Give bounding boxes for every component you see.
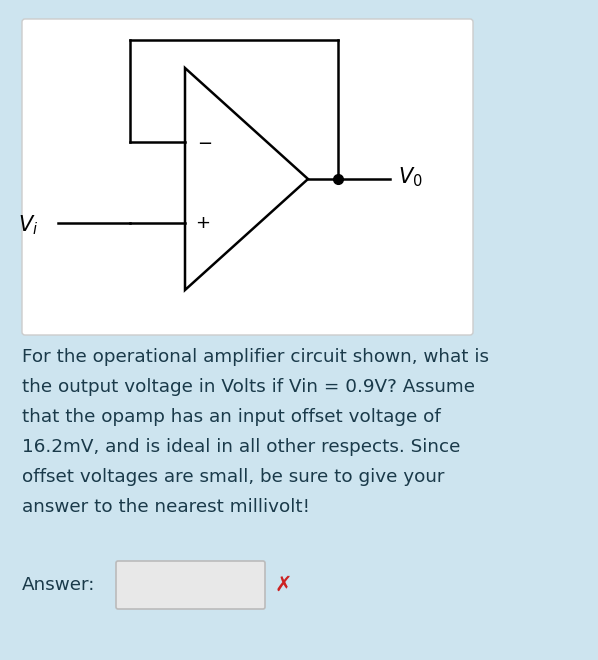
Text: $V_i$: $V_i$	[18, 213, 38, 237]
Text: the output voltage in Volts if Vin = 0.9V? Assume: the output voltage in Volts if Vin = 0.9…	[22, 378, 475, 396]
Text: ✗: ✗	[275, 575, 292, 595]
Text: offset voltages are small, be sure to give your: offset voltages are small, be sure to gi…	[22, 468, 444, 486]
Text: that the opamp has an input offset voltage of: that the opamp has an input offset volta…	[22, 408, 441, 426]
FancyBboxPatch shape	[22, 19, 473, 335]
FancyBboxPatch shape	[116, 561, 265, 609]
Text: 16.2mV, and is ideal in all other respects. Since: 16.2mV, and is ideal in all other respec…	[22, 438, 460, 456]
Text: +: +	[195, 214, 210, 232]
Text: Answer:: Answer:	[22, 576, 95, 594]
Text: For the operational amplifier circuit shown, what is: For the operational amplifier circuit sh…	[22, 348, 489, 366]
Text: $V_0$: $V_0$	[398, 165, 423, 189]
Text: answer to the nearest millivolt!: answer to the nearest millivolt!	[22, 498, 310, 516]
Text: −: −	[197, 135, 212, 153]
